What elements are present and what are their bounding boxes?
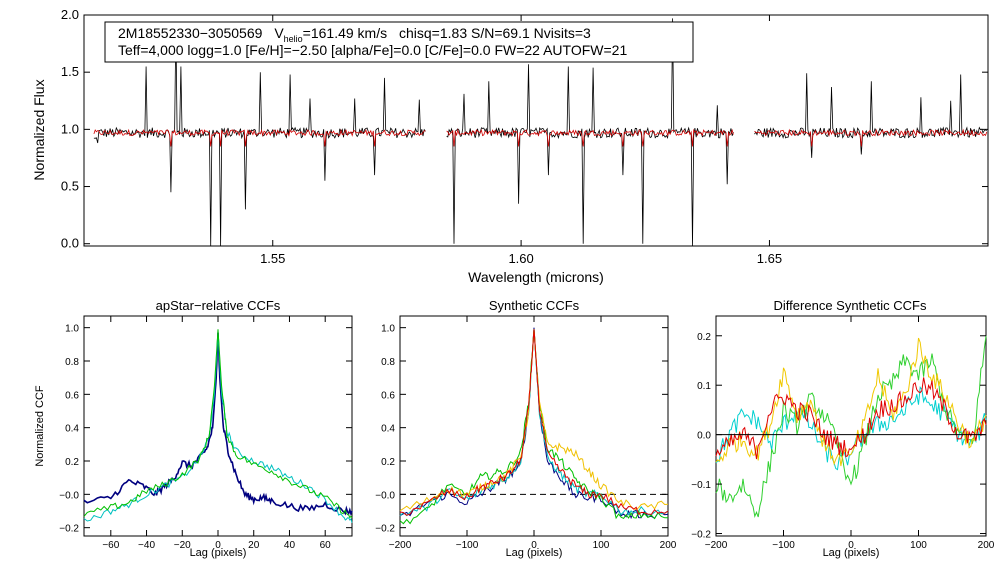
difference-ccf-ytick-label: 0.1 bbox=[697, 381, 711, 392]
synthetic-ccf-xtick-label: 200 bbox=[660, 540, 677, 551]
difference-ccf-xtick-label: 0 bbox=[848, 540, 854, 551]
spectrum-observed-chip-3 bbox=[754, 73, 988, 158]
spectrum-ytick-label: 2.0 bbox=[61, 7, 79, 22]
spectrum-xtick-label: 1.60 bbox=[508, 251, 533, 266]
difference-ccf-ytick-label: 0.0 bbox=[697, 431, 711, 442]
difference-ccf-xlabel: Lag (pixels) bbox=[823, 547, 880, 559]
difference-series-visit-3 bbox=[715, 337, 987, 467]
synthetic-ccf-ytick-label: 1.0 bbox=[381, 324, 395, 335]
difference-ccf-ticks: −200 −100 0 100 200 −0.2 −0.1 0.0 0.1 0.2 bbox=[691, 316, 995, 551]
synthetic-series-visit-4 bbox=[399, 329, 669, 516]
difference-ccf-title: Difference Synthetic CCFs bbox=[774, 298, 927, 313]
spectrum-frame bbox=[83, 14, 989, 247]
synthetic-ccf-ytick-label: −0.2 bbox=[375, 524, 395, 535]
apstar-ccf-ytick-label: −0.0 bbox=[59, 490, 79, 501]
apstar-ccf-title: apStar−relative CCFs bbox=[156, 298, 281, 313]
apstar-ccf-ytick-label: 0.6 bbox=[65, 390, 79, 401]
difference-ccf-xtick-label: 200 bbox=[978, 540, 995, 551]
difference-series-visit-4 bbox=[715, 377, 987, 460]
synthetic-ccf-xtick-label: 100 bbox=[593, 540, 610, 551]
spectrum-lines bbox=[93, 18, 988, 247]
synthetic-ccf-xtick-label: 0 bbox=[531, 540, 537, 551]
synthetic-ccf-ytick-label: 0.2 bbox=[381, 457, 395, 468]
spectrum-model-chip-3 bbox=[754, 128, 988, 147]
difference-ccf-panel: Difference Synthetic CCFs −200 −100 0 100 20… bbox=[691, 298, 995, 559]
apstar-ccf-xtick-label: −40 bbox=[138, 540, 155, 551]
synthetic-series-visit-3 bbox=[399, 329, 669, 512]
difference-ccf-ytick-label: 0.2 bbox=[697, 332, 711, 343]
synthetic-ccf-title: Synthetic CCFs bbox=[489, 298, 580, 313]
synthetic-ccf-ytick-label: 0.6 bbox=[381, 390, 395, 401]
spectrum-ytick-label: 1.5 bbox=[61, 64, 79, 79]
synthetic-ccf-lines bbox=[399, 327, 669, 525]
difference-ccf-lines bbox=[715, 335, 987, 519]
apstar-ccf-xtick-label: 0 bbox=[215, 540, 221, 551]
apstar-ccf-xtick-label: 60 bbox=[320, 540, 332, 551]
spectrum-ylabel: Normalized Flux bbox=[31, 79, 47, 180]
info-line-2: Teff=4,000 logg=1.0 [Fe/H]=−2.50 [alpha/… bbox=[118, 42, 627, 58]
apstar-ccf-xlabel: Lag (pixels) bbox=[190, 547, 247, 559]
apstar-series-visit-2 bbox=[83, 329, 353, 519]
synthetic-ccf-ytick-label: 0.4 bbox=[381, 424, 395, 435]
spectrum-panel: 1.55 1.60 1.65 0.0 0.5 1.0 1.5 2.0 2M18552330−3… bbox=[31, 7, 989, 285]
synthetic-ccf-frame bbox=[399, 315, 669, 537]
info-v-sub: helio bbox=[284, 34, 303, 44]
synthetic-series-combined bbox=[399, 327, 669, 520]
apstar-ccf-xtick-label: −60 bbox=[102, 540, 119, 551]
info-box bbox=[104, 21, 694, 63]
apstar-ccf-ytick-label: 0.2 bbox=[65, 457, 79, 468]
spectrum-xtick-label: 1.55 bbox=[260, 251, 285, 266]
apstar-series-visit-1 bbox=[83, 334, 353, 523]
apstar-series-combined bbox=[83, 332, 353, 516]
apstar-ccf-xtick-label: 20 bbox=[248, 540, 260, 551]
difference-ccf-xtick-label: −100 bbox=[772, 540, 795, 551]
apstar-ccf-ticks: −60 −40 −20 0 20 40 60 −0.2 −0.0 0.2 0.4 0.6 0.8 1.0 bbox=[59, 316, 352, 551]
synthetic-ccf-panel: Synthetic CCFs −200 −100 0 100 200 −0.2 −0.0 0.… bbox=[375, 298, 677, 559]
info-v: V bbox=[274, 25, 284, 41]
synthetic-series-visit-1 bbox=[399, 329, 669, 517]
spectrum-observed-chip-1 bbox=[93, 24, 426, 247]
info-line-1: 2M18552330−3050569 Vhelio=161.49 km/s ch… bbox=[118, 25, 591, 44]
apstar-ccf-ytick-label: −0.2 bbox=[59, 524, 79, 535]
synthetic-ccf-ticks: −200 −100 0 100 200 −0.2 −0.0 0.2 0.4 0.6 0.8 1.0 bbox=[375, 316, 677, 551]
apstar-ccf-ytick-label: 0.8 bbox=[65, 357, 79, 368]
synthetic-ccf-xlabel: Lag (pixels) bbox=[506, 547, 563, 559]
difference-ccf-ytick-label: −0.2 bbox=[691, 530, 711, 541]
info-star: 2M18552330−3050569 bbox=[118, 25, 263, 41]
info-rest: chisq=1.83 S/N=69.1 Nvisits=3 bbox=[399, 25, 591, 41]
spectrum-model-chip-2 bbox=[446, 128, 734, 147]
synthetic-ccf-ytick-label: −0.0 bbox=[375, 490, 395, 501]
apstar-ccf-lines bbox=[83, 329, 353, 523]
difference-ccf-xtick-label: −200 bbox=[705, 540, 728, 551]
apstar-ccf-xtick-label: 40 bbox=[284, 540, 296, 551]
spectrum-xtick-label: 1.65 bbox=[757, 251, 782, 266]
spectrum-model-chip-1 bbox=[93, 128, 426, 147]
spectrum-ytick-label: 0.0 bbox=[61, 236, 79, 251]
spectrum-ticks: 1.55 1.60 1.65 0.0 0.5 1.0 1.5 2.0 bbox=[61, 7, 988, 266]
apstar-ccf-ylabel: Normalized CCF bbox=[34, 385, 46, 467]
apstar-ccf-xtick-label: −20 bbox=[174, 540, 191, 551]
spectrum-ytick-label: 1.0 bbox=[61, 121, 79, 136]
apstar-ccf-ytick-label: 0.4 bbox=[65, 424, 79, 435]
difference-ccf-xtick-label: 100 bbox=[910, 540, 927, 551]
spectrum-ytick-label: 0.5 bbox=[61, 179, 79, 194]
apstar-ccf-panel: apStar−relative CCFs −60 −40 −20 0 20 40 60 −0.… bbox=[34, 298, 353, 559]
apstar-ccf-ytick-label: 1.0 bbox=[65, 324, 79, 335]
difference-ccf-ytick-label: −0.1 bbox=[691, 480, 711, 491]
synthetic-ccf-xtick-label: −100 bbox=[456, 540, 479, 551]
info-v-val: =161.49 km/s bbox=[303, 25, 387, 41]
spectrum-xlabel: Wavelength (microns) bbox=[468, 269, 604, 285]
synthetic-ccf-ytick-label: 0.8 bbox=[381, 357, 395, 368]
synthetic-ccf-xtick-label: −200 bbox=[389, 540, 412, 551]
